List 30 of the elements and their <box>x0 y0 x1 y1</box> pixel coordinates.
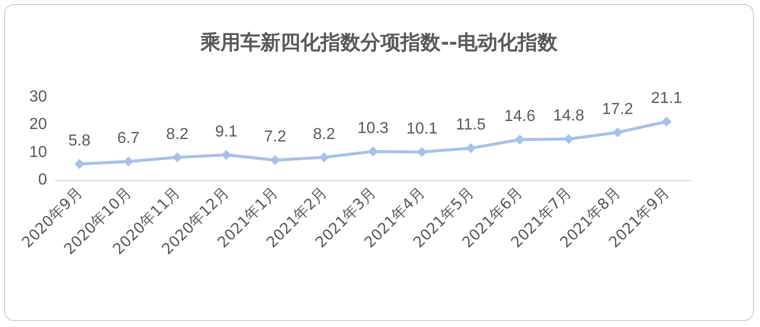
point <box>123 156 134 166</box>
point <box>270 155 280 166</box>
point <box>172 152 182 162</box>
point <box>319 152 330 162</box>
y-tick-label: 0 <box>38 172 48 188</box>
point <box>612 127 623 138</box>
point <box>368 146 378 157</box>
data-label: 17.2 <box>602 100 634 118</box>
data-label: 10.1 <box>406 120 438 138</box>
data-label: 6.7 <box>117 130 140 147</box>
data-label: 5.8 <box>68 132 91 150</box>
point <box>221 150 232 160</box>
point <box>564 134 574 144</box>
point <box>662 116 672 127</box>
data-label: 9.1 <box>215 123 238 140</box>
chart-title: 乘用车新四化指数分项指数--电动化指数 <box>200 30 558 54</box>
data-label: 14.8 <box>553 108 584 125</box>
data-label: 10.3 <box>357 120 389 138</box>
data-label: 7.2 <box>264 128 286 146</box>
data-label: 8.2 <box>312 126 336 143</box>
point <box>74 158 84 169</box>
y-tick-label: 30 <box>29 88 48 106</box>
point <box>466 143 476 154</box>
data-label: 21.1 <box>650 90 682 108</box>
data-label: 14.6 <box>504 108 536 126</box>
y-tick-label: 20 <box>29 116 48 134</box>
point <box>514 134 525 145</box>
data-label: 11.5 <box>456 116 486 134</box>
y-tick-label: 10 <box>29 144 48 161</box>
data-label: 8.2 <box>166 126 189 143</box>
